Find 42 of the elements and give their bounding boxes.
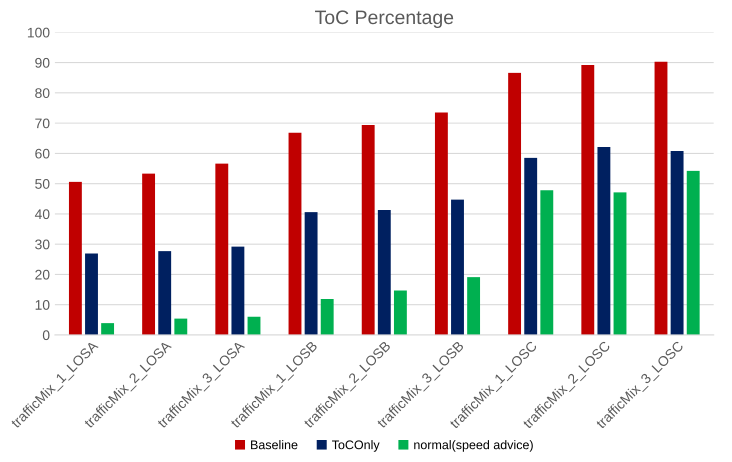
bar (288, 132, 302, 335)
bar (686, 170, 700, 335)
bar (68, 182, 82, 335)
bar (142, 174, 156, 335)
y-tick-label: 100 (28, 28, 50, 38)
bar (378, 210, 391, 335)
y-tick-label: 40 (34, 209, 50, 220)
bar (597, 147, 610, 335)
bar (654, 62, 668, 335)
bar (614, 192, 626, 335)
bar (231, 246, 244, 335)
y-tick-label: 10 (36, 300, 50, 310)
bar (215, 164, 228, 335)
legend-label: Baseline (251, 440, 298, 450)
bar (85, 254, 98, 335)
bar (362, 124, 375, 335)
y-tick-label: 70 (35, 118, 50, 128)
bar (670, 150, 684, 335)
y-tick-label: 30 (35, 240, 50, 250)
bar (524, 158, 538, 335)
bar (320, 298, 334, 335)
y-tick-label: 0 (42, 330, 50, 340)
bar (174, 318, 188, 335)
bar (248, 316, 260, 335)
bar (508, 72, 522, 335)
chart-title: ToC Percentage (315, 10, 454, 28)
bar (451, 200, 464, 335)
bar (581, 65, 594, 335)
bar (434, 112, 448, 335)
legend-label: normal(speed advice) (414, 440, 533, 452)
bar (394, 290, 407, 335)
legend-label: ToCOnly (332, 440, 380, 452)
y-tick-label: 20 (35, 270, 50, 280)
bar (304, 212, 318, 335)
y-tick-label: 80 (35, 88, 50, 98)
bar (467, 277, 480, 335)
bar (158, 251, 172, 335)
bar (101, 323, 114, 335)
y-tick-label: 90 (35, 58, 50, 68)
bar (540, 190, 554, 335)
y-tick-label: 60 (35, 148, 50, 159)
y-tick-label: 50 (35, 178, 50, 189)
